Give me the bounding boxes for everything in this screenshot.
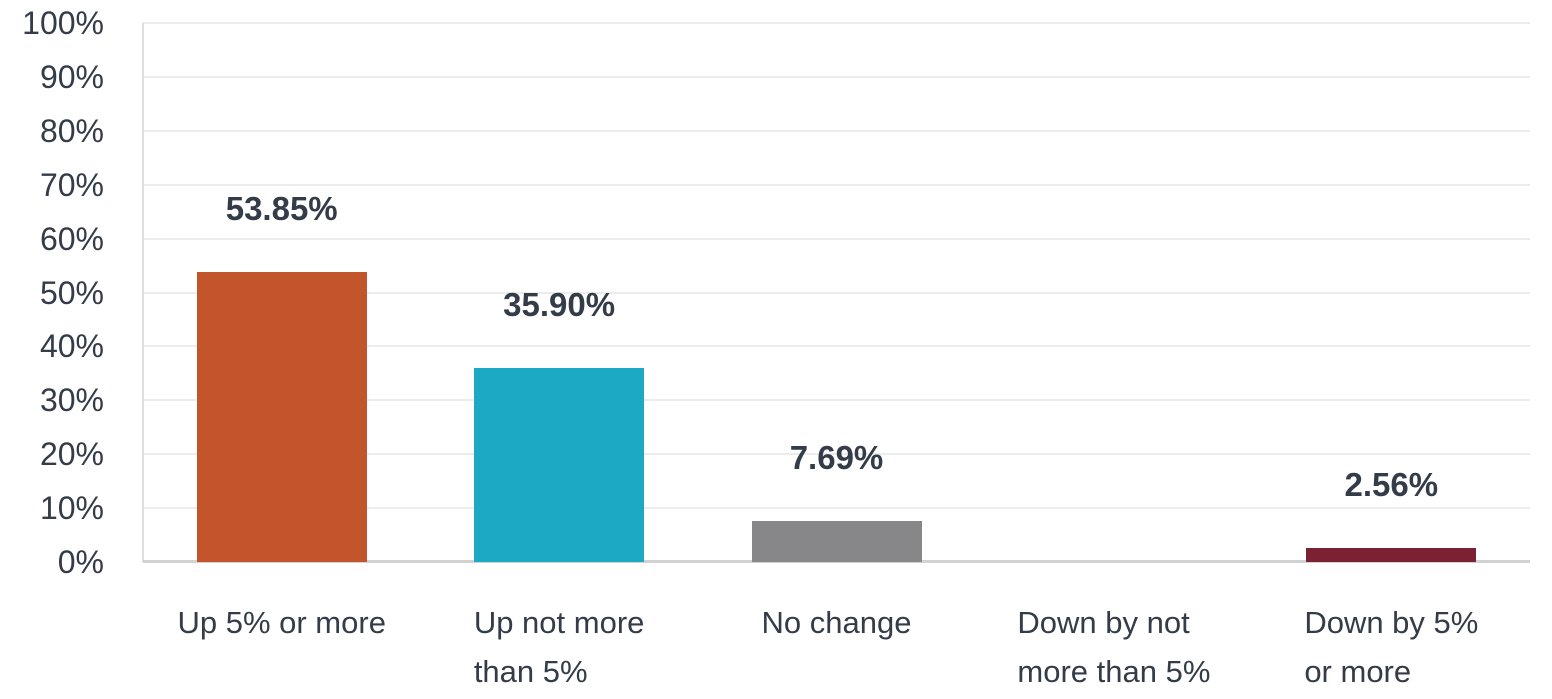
bar bbox=[751, 520, 922, 562]
x-axis-slot: Down by not more than 5% bbox=[975, 598, 1252, 696]
bar bbox=[196, 271, 367, 562]
gridline bbox=[143, 237, 1530, 240]
gridline bbox=[143, 345, 1530, 348]
y-tick-label: 80% bbox=[39, 112, 104, 149]
x-tick-label: Up not more than 5% bbox=[473, 605, 645, 689]
bar bbox=[474, 368, 645, 562]
y-tick-label: 10% bbox=[39, 490, 104, 527]
y-tick-label: 0% bbox=[57, 544, 104, 580]
y-tick-label: 90% bbox=[39, 58, 104, 95]
x-axis-slot: No change bbox=[698, 598, 975, 696]
gridline bbox=[143, 129, 1530, 132]
x-axis-slot: Up 5% or more bbox=[143, 598, 420, 696]
gridline bbox=[143, 507, 1530, 510]
bar-value-label: 35.90% bbox=[503, 286, 616, 324]
x-axis-slot: Down by 5% or more bbox=[1253, 598, 1530, 696]
gridline bbox=[143, 22, 1530, 24]
x-tick-label: No change bbox=[761, 605, 912, 640]
y-tick-label: 100% bbox=[22, 5, 104, 41]
y-tick-label: 50% bbox=[39, 274, 104, 311]
y-tick-label: 70% bbox=[39, 166, 104, 203]
gridline bbox=[143, 399, 1530, 402]
x-tick-label: Down by 5% or more bbox=[1304, 605, 1479, 689]
gridline bbox=[143, 453, 1530, 456]
x-axis: Up 5% or more Up not more than 5% No chang… bbox=[143, 598, 1530, 696]
x-tick-label: Down by not more than 5% bbox=[1017, 605, 1211, 689]
gridline bbox=[143, 183, 1530, 186]
bar-value-label: 53.85% bbox=[225, 189, 338, 227]
y-axis-line bbox=[142, 23, 144, 562]
gridline bbox=[143, 75, 1530, 78]
y-tick-label: 20% bbox=[39, 436, 104, 473]
y-tick-label: 30% bbox=[39, 382, 104, 419]
y-tick-label: 60% bbox=[39, 220, 104, 257]
y-tick-label: 40% bbox=[39, 328, 104, 365]
bar bbox=[1306, 548, 1477, 562]
x-axis-slot: Up not more than 5% bbox=[420, 598, 697, 696]
x-tick-label: Up 5% or more bbox=[177, 605, 386, 640]
bar-value-label: 2.56% bbox=[1344, 466, 1439, 504]
bar-value-label: 7.69% bbox=[789, 438, 884, 476]
gridline bbox=[143, 291, 1530, 294]
